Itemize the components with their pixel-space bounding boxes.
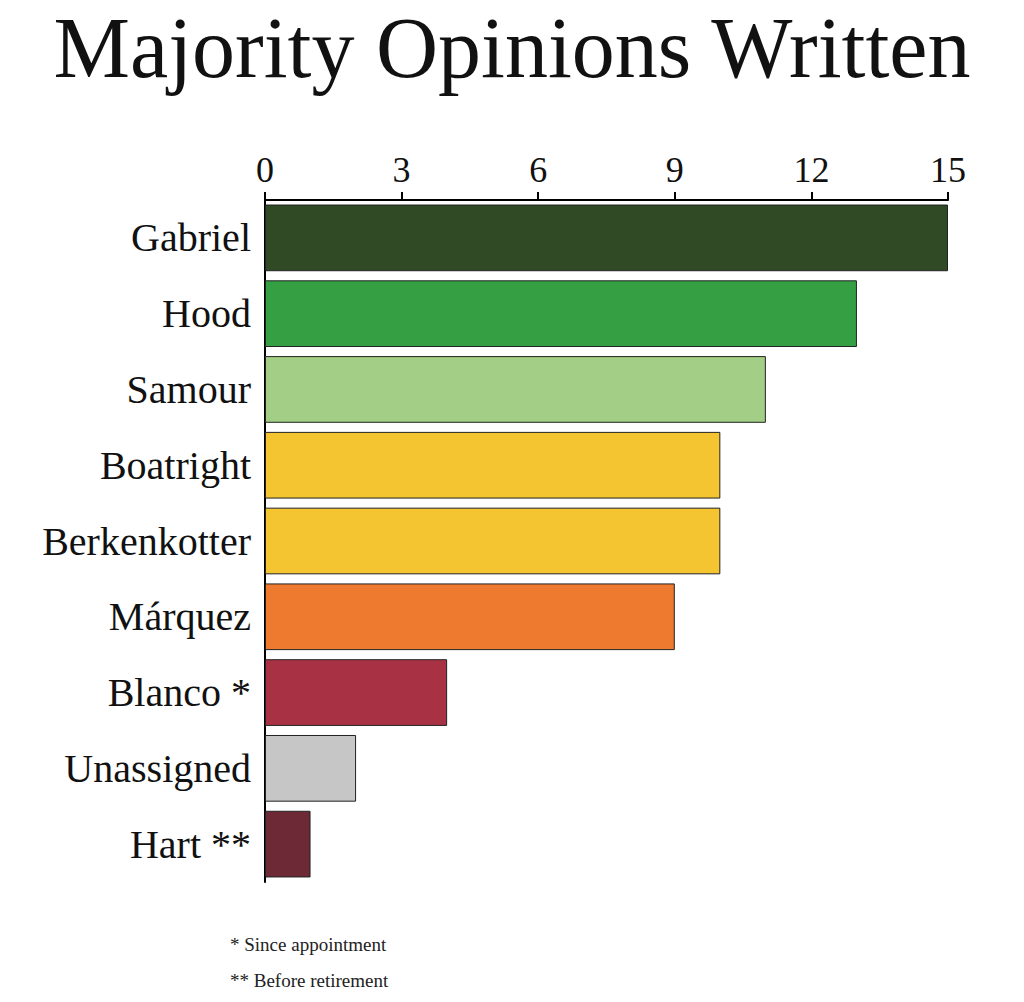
svg-text:9: 9 — [666, 150, 684, 190]
svg-text:Hart **: Hart ** — [130, 822, 251, 867]
svg-text:3: 3 — [393, 150, 411, 190]
svg-text:Márquez: Márquez — [109, 594, 251, 639]
svg-text:Berkenkotter: Berkenkotter — [42, 519, 251, 564]
svg-text:0: 0 — [256, 150, 274, 190]
svg-text:Unassigned: Unassigned — [64, 746, 251, 791]
svg-text:* Since appointment: * Since appointment — [230, 934, 387, 955]
svg-text:6: 6 — [529, 150, 547, 190]
svg-text:15: 15 — [930, 150, 966, 190]
svg-text:Samour: Samour — [127, 367, 251, 412]
svg-text:Blanco *: Blanco * — [108, 670, 251, 715]
svg-text:Majority Opinions Written: Majority Opinions Written — [54, 0, 971, 96]
svg-text:** Before retirement: ** Before retirement — [230, 970, 389, 991]
svg-text:Boatright: Boatright — [100, 443, 251, 488]
svg-text:Hood: Hood — [162, 291, 251, 336]
svg-text:Gabriel: Gabriel — [131, 215, 251, 260]
svg-text:12: 12 — [793, 150, 829, 190]
